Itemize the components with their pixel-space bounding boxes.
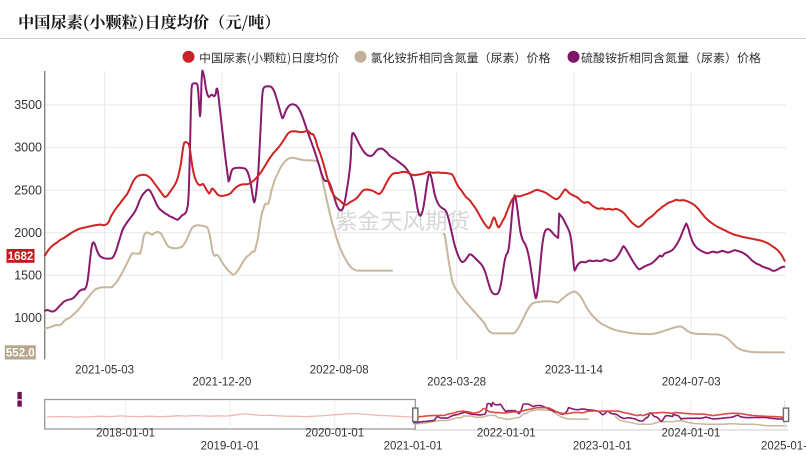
svg-text:2000: 2000: [14, 226, 42, 240]
svg-text:2024-07-03: 2024-07-03: [662, 376, 721, 388]
svg-text:2018-01-01: 2018-01-01: [96, 428, 155, 440]
svg-text:2025-01-01: 2025-01-01: [761, 441, 806, 453]
svg-text:1682: 1682: [8, 251, 34, 263]
svg-text:3000: 3000: [14, 141, 42, 155]
svg-text:1000: 1000: [14, 311, 42, 325]
svg-text:2024-01-01: 2024-01-01: [661, 428, 720, 440]
svg-text:2022-01-01: 2022-01-01: [477, 428, 536, 440]
svg-text:2023-01-01: 2023-01-01: [573, 441, 632, 453]
svg-text:2019-01-01: 2019-01-01: [201, 441, 260, 453]
svg-text:2023-03-28: 2023-03-28: [427, 376, 486, 388]
svg-text:2023-11-14: 2023-11-14: [545, 364, 604, 376]
svg-text:2020-01-01: 2020-01-01: [305, 428, 364, 440]
svg-text:3500: 3500: [14, 98, 42, 112]
svg-text:2021-12-20: 2021-12-20: [192, 376, 251, 388]
svg-text:2021-05-03: 2021-05-03: [75, 364, 134, 376]
svg-text:2500: 2500: [14, 183, 42, 197]
svg-text:1500: 1500: [14, 269, 42, 283]
svg-text:552.0: 552.0: [6, 347, 35, 359]
svg-text:2021-01-01: 2021-01-01: [384, 441, 443, 453]
svg-text:2022-08-08: 2022-08-08: [310, 364, 369, 376]
